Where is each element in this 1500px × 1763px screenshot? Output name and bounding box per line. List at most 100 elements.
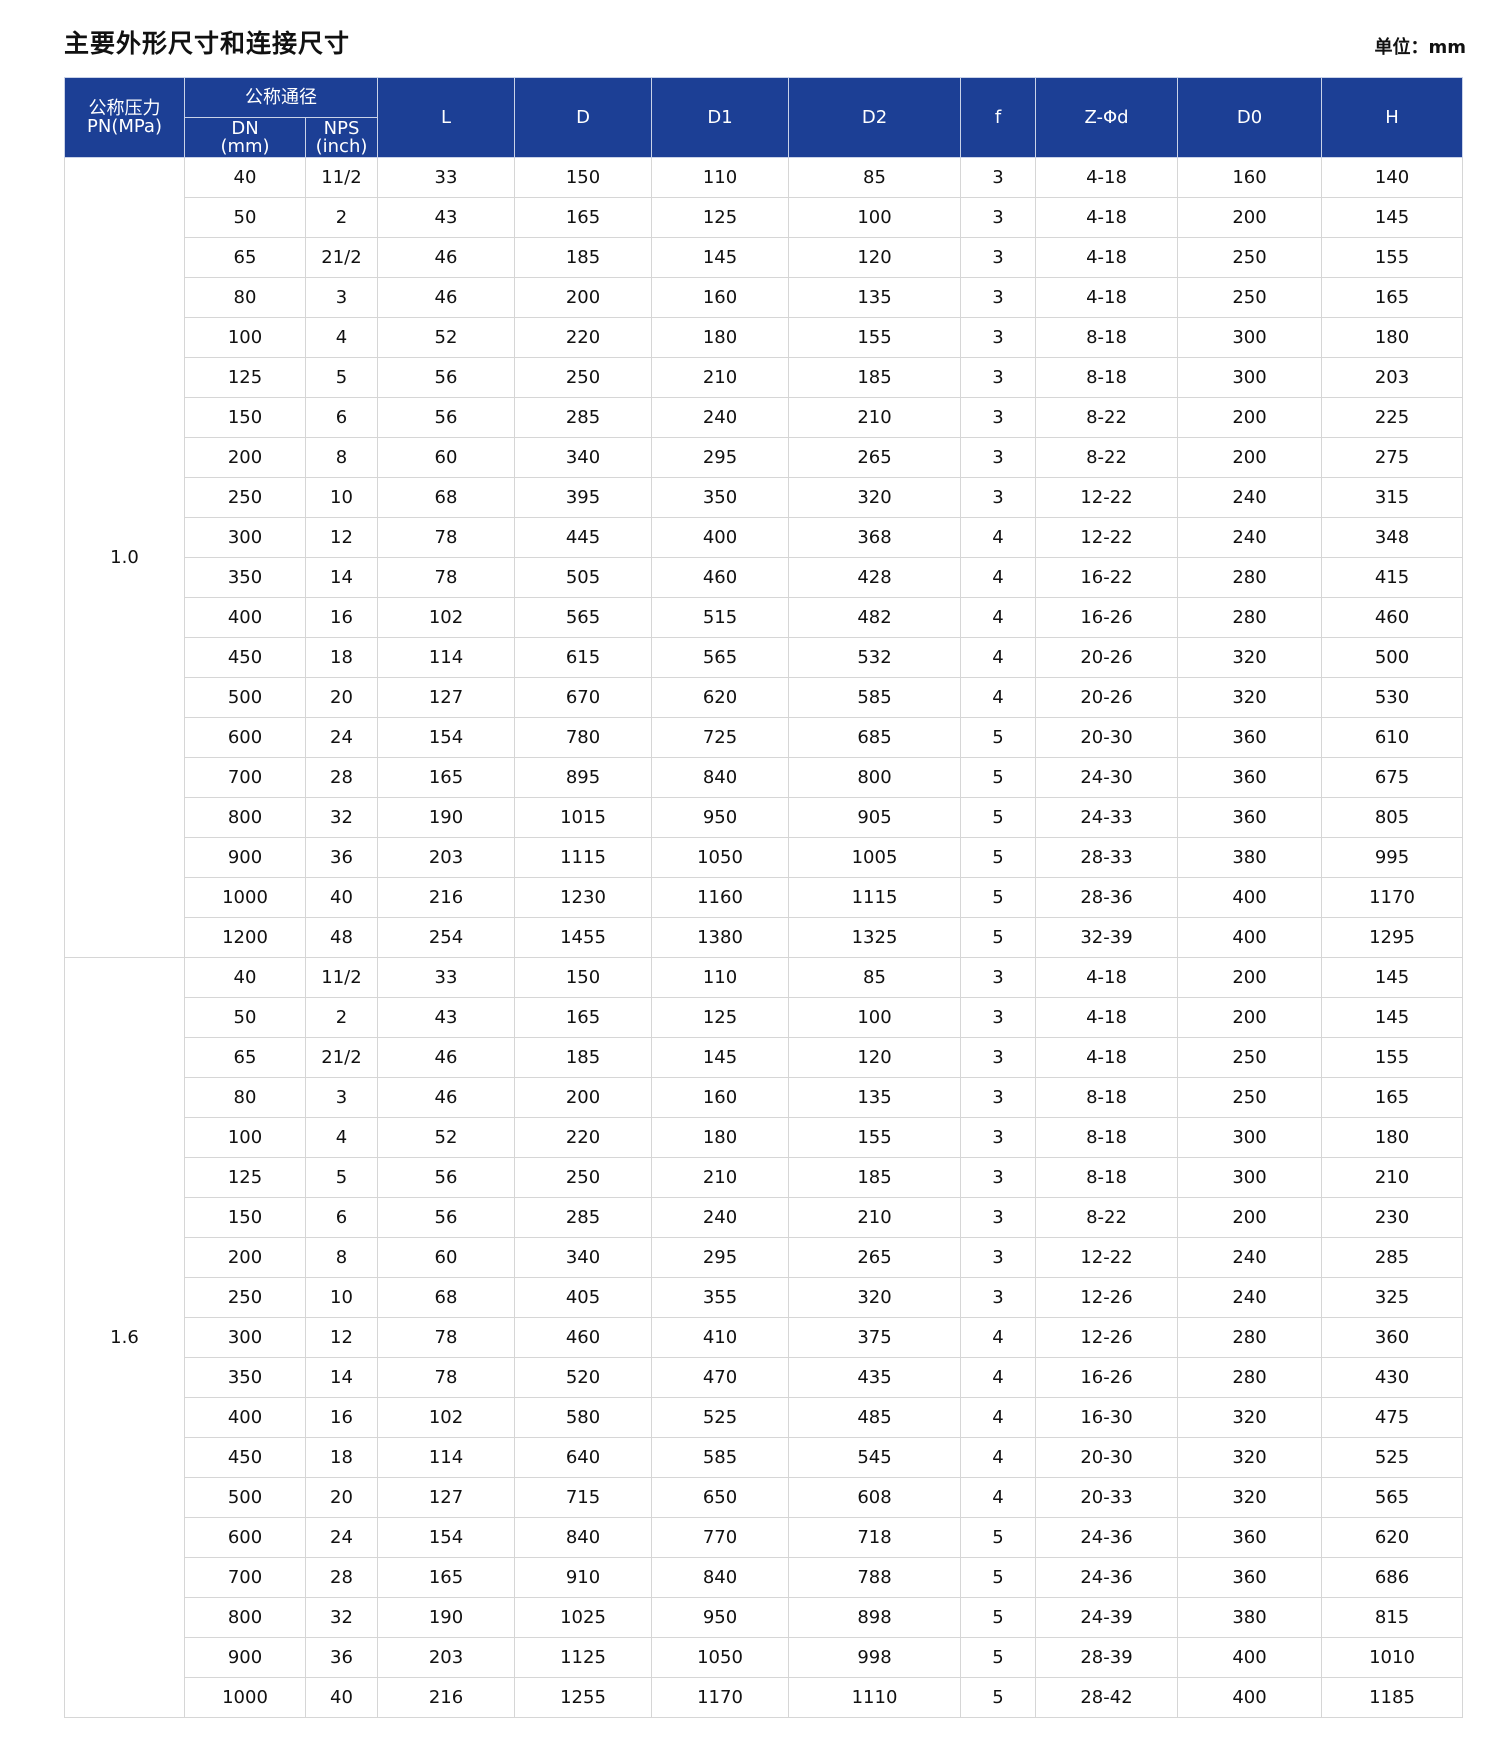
- table-cell: 100: [788, 997, 961, 1038]
- table-cell: 1110: [788, 1677, 961, 1718]
- table-cell: 1115: [514, 837, 652, 878]
- table-cell: 125: [184, 1157, 306, 1198]
- pn-cell: 1.0: [64, 157, 185, 958]
- table-cell: 295: [651, 1237, 789, 1278]
- table-cell: 585: [651, 1437, 789, 1478]
- table-cell: 1005: [788, 837, 961, 878]
- table-cell: 28-42: [1035, 1677, 1178, 1718]
- table-cell: 150: [514, 157, 652, 198]
- table-cell: 200: [1177, 1197, 1322, 1238]
- table-cell: 165: [1321, 277, 1463, 318]
- table-cell: 375: [788, 1317, 961, 1358]
- table-cell: 220: [514, 317, 652, 358]
- table-cell: 3: [960, 1077, 1036, 1118]
- table-cell: 203: [377, 1637, 515, 1678]
- table-cell: 125: [184, 357, 306, 398]
- table-cell: 4: [960, 1357, 1036, 1398]
- table-cell: 135: [788, 1077, 961, 1118]
- table-cell: 250: [1177, 277, 1322, 318]
- table-cell: 200: [1177, 997, 1322, 1038]
- table-cell: 410: [651, 1317, 789, 1358]
- table-cell: 200: [1177, 957, 1322, 998]
- table-cell: 445: [514, 517, 652, 558]
- unit-label: 单位：mm: [1374, 37, 1466, 58]
- table-cell: 898: [788, 1597, 961, 1638]
- table-cell: 380: [1177, 1597, 1322, 1638]
- table-cell: 154: [377, 717, 515, 758]
- table-cell: 340: [514, 437, 652, 478]
- table-cell: 300: [1177, 317, 1322, 358]
- table-cell: 315: [1321, 477, 1463, 518]
- table-cell: 125: [651, 997, 789, 1038]
- table-cell: 125: [651, 197, 789, 238]
- table-cell: 52: [377, 317, 515, 358]
- table-cell: 1050: [651, 1637, 789, 1678]
- table-cell: 28: [305, 757, 378, 798]
- table-cell: 190: [377, 1597, 515, 1638]
- table-cell: 1230: [514, 877, 652, 918]
- table-cell: 995: [1321, 837, 1463, 878]
- table-cell: 36: [305, 837, 378, 878]
- table-cell: 8-18: [1035, 357, 1178, 398]
- table-cell: 400: [184, 1397, 306, 1438]
- table-cell: 200: [1177, 197, 1322, 238]
- table-cell: 145: [651, 237, 789, 278]
- table-cell: 210: [788, 1197, 961, 1238]
- table-cell: 160: [651, 1077, 789, 1118]
- table-cell: 12: [305, 517, 378, 558]
- table-cell: 11/2: [305, 157, 378, 198]
- table-cell: 3: [305, 277, 378, 318]
- table-row: 200 8 60 340 295 265 3 8-22 200 275: [65, 437, 1463, 478]
- table-cell: 4: [305, 1117, 378, 1158]
- table-cell: 530: [1321, 677, 1463, 718]
- table-cell: 50: [184, 197, 306, 238]
- table-cell: 200: [1177, 437, 1322, 478]
- table-cell: 400: [1177, 877, 1322, 918]
- table-cell: 4-18: [1035, 957, 1178, 998]
- table-cell: 14: [305, 557, 378, 598]
- table-cell: 285: [514, 397, 652, 438]
- table-cell: 102: [377, 1397, 515, 1438]
- table-cell: 185: [514, 237, 652, 278]
- table-cell: 3: [960, 1037, 1036, 1078]
- table-cell: 52: [377, 1117, 515, 1158]
- table-cell: 216: [377, 877, 515, 918]
- table-cell: 280: [1177, 1317, 1322, 1358]
- header-D0: D0: [1177, 77, 1322, 158]
- header-L: L: [377, 77, 515, 158]
- table-cell: 210: [651, 1157, 789, 1198]
- table-cell: 5: [960, 757, 1036, 798]
- table-cell: 770: [651, 1517, 789, 1558]
- table-row: 200 8 60 340 295 265 3 12-22 240 285: [65, 1237, 1463, 1278]
- table-cell: 185: [788, 1157, 961, 1198]
- table-row: 400 16 102 565 515 482 4 16-26 280 460: [65, 597, 1463, 638]
- table-cell: 3: [960, 157, 1036, 198]
- table-cell: 320: [1177, 677, 1322, 718]
- table-cell: 4: [960, 1477, 1036, 1518]
- table-cell: 700: [184, 757, 306, 798]
- table-cell: 250: [514, 1157, 652, 1198]
- table-cell: 3: [960, 957, 1036, 998]
- table-cell: 4: [960, 597, 1036, 638]
- table-cell: 900: [184, 837, 306, 878]
- table-cell: 340: [514, 1237, 652, 1278]
- table-cell: 360: [1321, 1317, 1463, 1358]
- table-cell: 165: [377, 757, 515, 798]
- table-cell: 320: [1177, 637, 1322, 678]
- table-row: 300 12 78 460 410 375 4 12-26 280 360: [65, 1317, 1463, 1358]
- table-cell: 620: [1321, 1517, 1463, 1558]
- table-cell: 56: [377, 1157, 515, 1198]
- table-cell: 435: [788, 1357, 961, 1398]
- table-cell: 250: [184, 477, 306, 518]
- table-cell: 8: [305, 437, 378, 478]
- table-cell: 4: [960, 557, 1036, 598]
- table-cell: 85: [788, 957, 961, 998]
- table-cell: 190: [377, 797, 515, 838]
- table-cell: 3: [960, 1157, 1036, 1198]
- table-row: 50 2 43 165 125 100 3 4-18 200 145: [65, 197, 1463, 238]
- table-row: 500 20 127 715 650 608 4 20-33 320 565: [65, 1477, 1463, 1518]
- table-cell: 200: [1177, 397, 1322, 438]
- table-cell: 78: [377, 517, 515, 558]
- table-cell: 780: [514, 717, 652, 758]
- table-cell: 700: [184, 1557, 306, 1598]
